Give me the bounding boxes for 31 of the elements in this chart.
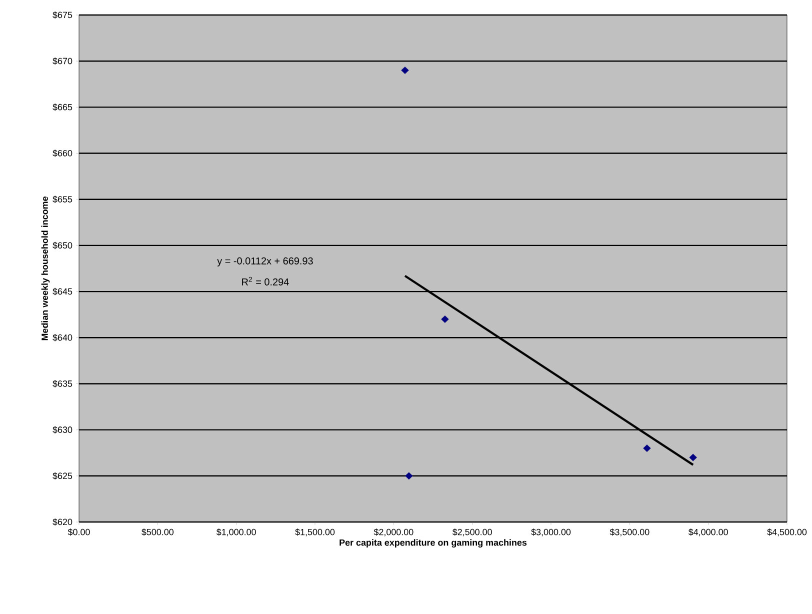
- x-tick-label: $3,000.00: [531, 528, 571, 536]
- point: [643, 444, 651, 452]
- y-tick-label: $665: [52, 104, 72, 111]
- x-tick-label: $1,500.00: [295, 528, 335, 536]
- x-axis-title: Per capita expenditure on gaming machines: [340, 539, 527, 548]
- point: [405, 472, 413, 480]
- x-tick-label: $3,500.00: [610, 528, 650, 536]
- x-tick-label: $2,500.00: [452, 528, 492, 536]
- point: [401, 66, 409, 74]
- y-tick-label: $635: [52, 380, 72, 388]
- y-tick-label: $640: [52, 334, 72, 342]
- x-tick-label: $1,000.00: [216, 528, 256, 536]
- y-tick-label: $675: [52, 11, 72, 19]
- y-axis-title: Median weekly household income: [41, 196, 50, 340]
- x-tick-label: $500.00: [142, 528, 174, 536]
- y-tick-label: $645: [52, 288, 72, 296]
- x-tick-label: $0.00: [68, 528, 90, 536]
- annotation: y = -0.0112x + 669.93: [217, 257, 313, 266]
- y-tick-label: $670: [52, 57, 72, 65]
- y-tick-label: $630: [52, 426, 72, 434]
- annotation: R$^{2}$ = 0.294: [242, 276, 289, 286]
- point: [689, 454, 697, 462]
- y-tick-label: $620: [52, 518, 72, 526]
- x-tick-label: $4,000.00: [688, 528, 728, 536]
- y-tick-label: $655: [52, 196, 72, 203]
- y-tick-label: $625: [52, 472, 72, 480]
- y-tick-label: $650: [52, 242, 72, 250]
- x-tick-label: $2,000.00: [374, 528, 414, 536]
- x-tick-label: $4,500.00: [767, 528, 807, 536]
- point: [441, 316, 449, 323]
- y-tick-label: $660: [52, 150, 72, 157]
